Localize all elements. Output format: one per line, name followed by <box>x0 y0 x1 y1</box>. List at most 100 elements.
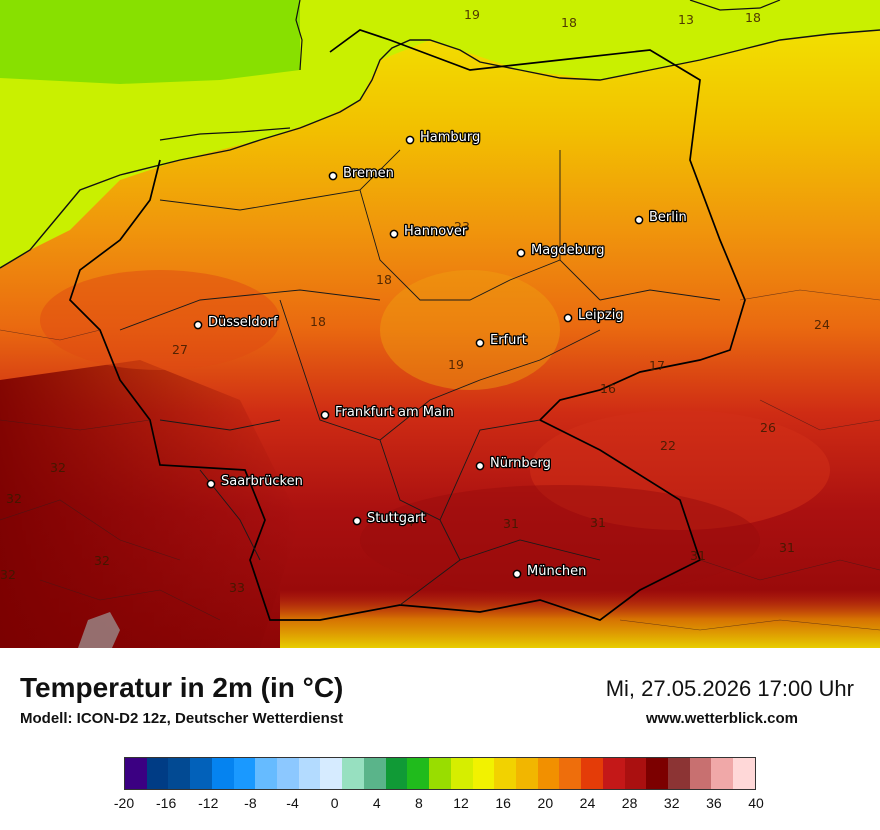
legend-tick-label: -4 <box>286 795 299 811</box>
legend-tick-label: 4 <box>372 795 381 811</box>
legend-swatch <box>494 758 516 789</box>
legend-tick-label: 8 <box>415 795 423 811</box>
legend-swatch <box>320 758 343 789</box>
alps-area <box>280 590 880 648</box>
legend-swatch <box>363 758 386 789</box>
temperature-value: 16 <box>600 381 616 396</box>
city-dot <box>516 248 526 258</box>
map-title: Temperatur in 2m (in °C) <box>20 672 344 703</box>
city-label: München <box>527 564 586 579</box>
temperature-value: 31 <box>590 515 606 530</box>
temperature-value: 27 <box>172 342 188 357</box>
color-legend <box>124 757 756 790</box>
legend-swatch <box>146 758 169 789</box>
temperature-map: 19 18 13 18 23 18 18 27 19 24 17 16 26 22 32 32 24 31 31 31… <box>0 0 880 648</box>
hot-west-area <box>0 360 300 648</box>
legend-tick-label: 24 <box>579 795 596 811</box>
temperature-value: 26 <box>760 420 776 435</box>
model-info: Modell: ICON-D2 12z, Deutscher Wetterdie… <box>20 710 344 727</box>
temperature-value: 13 <box>678 12 694 27</box>
temperature-value: 19 <box>464 7 480 22</box>
city-marker: Nürnberg <box>475 455 552 472</box>
legend-swatch <box>277 758 299 789</box>
city-marker: Berlin <box>634 209 688 226</box>
temperature-value: 18 <box>561 15 577 30</box>
legend-swatch <box>385 758 408 789</box>
legend-tick-label: 0 <box>330 795 339 811</box>
city-dot <box>634 215 644 225</box>
legend-tick-label: 16 <box>495 795 511 811</box>
city-marker: Hamburg <box>405 129 482 146</box>
temperature-value: 32 <box>94 553 110 568</box>
legend-tick-label: 20 <box>537 795 554 811</box>
temperature-value: 33 <box>229 580 245 595</box>
legend-swatch <box>450 758 473 789</box>
legend-swatch <box>689 758 712 789</box>
city-dot <box>193 320 203 330</box>
legend-swatch <box>733 758 755 789</box>
city-label: Düsseldorf <box>208 315 278 330</box>
legend-swatch <box>298 758 321 789</box>
no-data-patch <box>78 612 120 648</box>
temperature-value: 24 <box>814 317 830 332</box>
legend-swatch <box>407 758 430 789</box>
legend-swatch <box>711 758 734 789</box>
legend-swatch <box>190 758 212 789</box>
city-marker: Bremen <box>328 165 395 182</box>
city-marker: Saarbrücken <box>206 473 304 490</box>
legend-swatch <box>667 758 690 789</box>
city-marker: Frankfurt am Main <box>320 404 455 421</box>
legend-tick-label: -16 <box>156 795 177 811</box>
city-label: Stuttgart <box>367 511 425 526</box>
temperature-value: 18 <box>745 10 761 25</box>
legend-tick-label: 40 <box>748 795 764 811</box>
city-dot <box>512 569 522 579</box>
legend-tick-label: -20 <box>113 795 135 811</box>
temperature-value: 32 <box>0 567 16 582</box>
legend-ticks: -20 -16 -12 -8 -4 0 4 8 12 16 20 24 28 32 36 40 <box>114 795 764 815</box>
legend-swatch <box>581 758 603 789</box>
legend-swatch <box>515 758 538 789</box>
city-dot <box>563 313 573 323</box>
warm-zone <box>40 270 280 370</box>
legend-swatch <box>602 758 625 789</box>
temperature-value: 23 <box>454 219 470 234</box>
temperature-value: 17 <box>649 358 665 373</box>
legend-swatch <box>537 758 560 789</box>
legend-tick-label: 36 <box>706 795 722 811</box>
city-marker: Magdeburg <box>516 242 606 259</box>
legend-swatch <box>472 758 495 789</box>
city-dot <box>475 338 485 348</box>
coastline <box>689 0 781 11</box>
city-marker: Düsseldorf <box>193 314 279 331</box>
city-label: Hamburg <box>420 130 480 145</box>
city-dot <box>320 410 330 420</box>
north-sea-far <box>0 0 300 84</box>
regional-borders <box>0 289 880 631</box>
city-label: Leipzig <box>578 308 624 323</box>
forecast-datetime: Mi, 27.05.2026 17:00 Uhr <box>605 676 854 701</box>
city-dot <box>328 171 338 181</box>
coastline <box>159 127 291 141</box>
website-link[interactable]: www.wetterblick.com <box>646 710 798 727</box>
legend-swatch <box>125 758 147 789</box>
city-dot <box>475 461 485 471</box>
mild-zone <box>380 270 560 390</box>
city-label: Bremen <box>343 166 394 181</box>
temperature-value: 31 <box>779 540 795 555</box>
city-label: Hannover <box>404 224 468 239</box>
city-label: Erfurt <box>490 333 527 348</box>
city-label: Berlin <box>649 210 687 225</box>
legend-swatch <box>255 758 278 789</box>
city-markers: Hamburg Bremen Berlin Hannover Magdeburg Düss… <box>193 129 688 580</box>
temperature-value: 31 <box>690 548 706 563</box>
temperature-value: 18 <box>310 314 326 329</box>
temperature-value: 24 <box>398 514 414 529</box>
temperature-value: 32 <box>50 460 66 475</box>
city-dot <box>389 229 399 239</box>
legend-tick-label: -12 <box>198 795 219 811</box>
city-label: Magdeburg <box>531 243 605 258</box>
legend-swatch <box>559 758 582 789</box>
temperature-value: 32 <box>6 491 22 506</box>
legend-tick-label: 28 <box>621 795 638 811</box>
